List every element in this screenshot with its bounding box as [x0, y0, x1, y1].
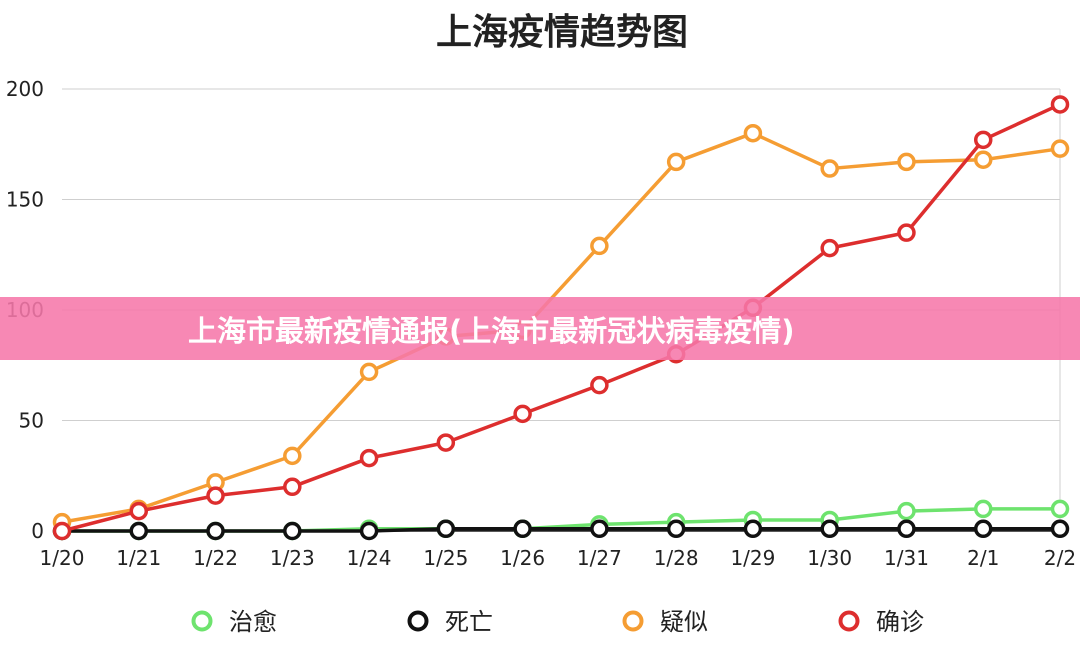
data-point	[973, 130, 993, 150]
legend-item: 疑似	[622, 608, 708, 636]
data-point	[820, 519, 839, 539]
data-point	[666, 152, 686, 172]
data-point	[52, 521, 72, 541]
legend-marker	[622, 610, 644, 632]
legend-label: 疑似	[660, 608, 708, 636]
x-tick-label: 1/23	[270, 546, 315, 570]
legend-marker	[838, 610, 860, 632]
series-1	[52, 499, 1070, 541]
data-point	[820, 238, 839, 258]
data-point	[897, 501, 916, 521]
data-point	[1050, 139, 1070, 158]
chart-title: 上海疫情趋势图	[436, 12, 688, 53]
x-tick-label: 1/25	[423, 546, 468, 570]
data-point	[513, 519, 532, 539]
series-2	[52, 519, 1070, 541]
data-point	[590, 375, 609, 395]
legend-label: 确诊	[876, 608, 924, 636]
data-point	[973, 150, 993, 169]
x-tick-label: 1/31	[884, 546, 929, 570]
x-tick-label: 1/28	[654, 546, 699, 570]
banner-text: 上海市最新疫情通报(上海市最新冠状病毒疫情)	[188, 313, 795, 348]
x-tick-label: 2/1	[967, 546, 999, 570]
legend-marker	[407, 610, 429, 632]
data-point	[1050, 95, 1070, 114]
x-tick-label: 1/21	[116, 546, 161, 570]
data-point	[820, 159, 839, 178]
data-point	[973, 519, 993, 539]
x-tick-label: 1/29	[730, 546, 775, 570]
legend: 治愈 死亡 疑似 确诊	[191, 608, 924, 636]
data-point	[359, 448, 379, 468]
data-point	[206, 486, 225, 505]
legend-item: 确诊	[838, 608, 924, 636]
data-point	[129, 521, 149, 541]
data-point	[1050, 519, 1070, 539]
y-tick-label: 150	[6, 188, 44, 212]
data-point	[743, 519, 763, 539]
data-point	[1050, 499, 1070, 519]
legend-label: 死亡	[445, 608, 493, 636]
x-tick-label: 2/2	[1044, 546, 1076, 570]
data-point	[897, 223, 916, 242]
x-tick-label: 1/24	[347, 546, 392, 570]
legend-marker	[191, 610, 213, 632]
x-axis-ticks: 1/20 1/21 1/22 1/23 1/24 1/25 1/26 1/27 1/28 1/29…	[40, 546, 1077, 570]
x-tick-label: 1/20	[40, 546, 85, 570]
series-line	[60, 527, 1062, 533]
x-tick-label: 1/27	[577, 546, 622, 570]
y-tick-label: 0	[31, 519, 44, 543]
y-tick-label: 50	[19, 409, 44, 433]
data-point	[129, 501, 149, 521]
legend-item: 治愈	[191, 608, 277, 636]
title-banner: 上海市最新疫情通报(上海市最新冠状病毒疫情)	[0, 297, 1080, 360]
data-point	[743, 123, 763, 143]
series-line	[60, 102, 1062, 533]
data-point	[283, 521, 302, 541]
x-tick-label: 1/22	[193, 546, 238, 570]
data-point	[513, 404, 532, 424]
data-point	[436, 433, 456, 452]
legend-item: 死亡	[407, 608, 493, 636]
data-point	[436, 519, 456, 539]
data-point	[283, 446, 302, 466]
series-line	[60, 131, 1062, 524]
x-tick-label: 1/30	[807, 546, 852, 570]
x-tick-label: 1/26	[500, 546, 545, 570]
y-tick-label: 200	[6, 77, 44, 101]
data-point	[590, 236, 609, 256]
data-point	[973, 499, 993, 519]
data-point	[897, 519, 916, 539]
data-point	[283, 477, 302, 497]
data-point	[359, 521, 379, 541]
data-point	[359, 362, 379, 382]
data-point	[590, 519, 609, 539]
data-point	[206, 521, 225, 541]
data-point	[897, 152, 916, 172]
data-point	[666, 519, 686, 539]
series-group	[52, 95, 1070, 541]
legend-label: 治愈	[229, 608, 277, 636]
